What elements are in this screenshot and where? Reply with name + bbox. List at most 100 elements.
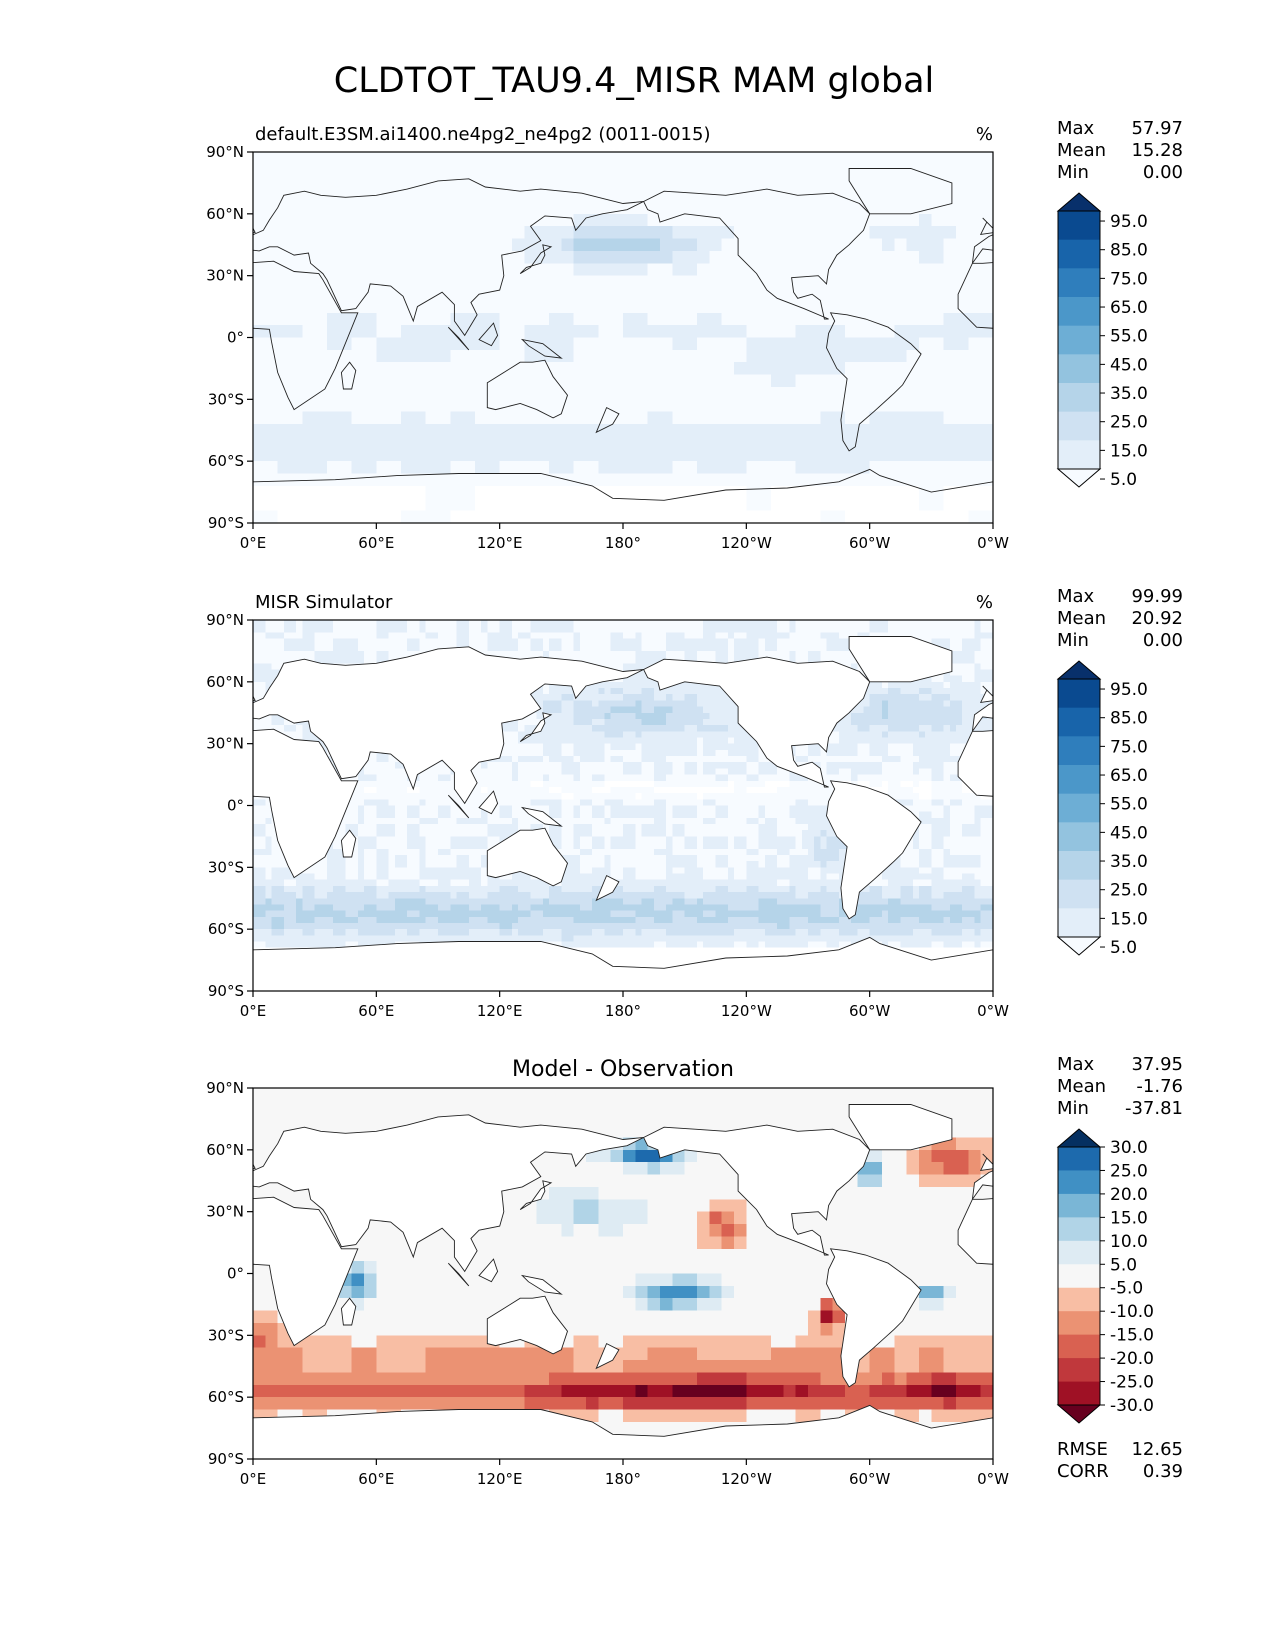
x-tick-label: 120°W: [721, 1002, 772, 1020]
colorbar-extend-bottom: [1056, 468, 1102, 488]
stat-value: 0.00: [1143, 630, 1183, 651]
colorbar-bin: [1058, 908, 1100, 938]
colorbar-label: 45.0: [1110, 823, 1148, 843]
colorbar-bin: [1058, 765, 1100, 795]
y-tick-label: 60°N: [206, 673, 244, 691]
colorbar-label: 15.0: [1110, 1208, 1148, 1228]
colorbar-frame: [1057, 210, 1101, 470]
land-outline: [595, 1342, 620, 1370]
colorbar-bin: [1058, 1147, 1100, 1171]
land-outline: [1227, 1296, 1275, 1354]
land-outline: [1219, 791, 1238, 814]
stat-value: 0.00: [1143, 162, 1183, 183]
y-tick-label: 30°S: [208, 390, 244, 408]
stat-label: Max: [1057, 118, 1095, 139]
stat-label: CORR: [1057, 1461, 1109, 1482]
land-outline: [447, 326, 470, 351]
coastlines: [253, 168, 1275, 523]
colorbar-bin: [1058, 707, 1100, 737]
y-tick-label: 60°N: [206, 1141, 244, 1159]
colorbar-label: 25.0: [1110, 413, 1148, 433]
colorbar-bin: [1058, 879, 1100, 909]
colorbar-bin: [1058, 440, 1100, 470]
land-outline: [1219, 323, 1238, 346]
colorbar-difference: 30.0 25.0 20.0 15.0 10.0 5.0 -5.0 -10.0 -15.0 -20…: [1056, 1128, 1154, 1424]
stat-value: 99.99: [1131, 586, 1183, 607]
colorbar-label: 95.0: [1110, 680, 1148, 700]
y-tick-label: 90°S: [208, 1450, 244, 1468]
colorbar-label: 85.0: [1110, 241, 1148, 261]
panel-title-test: default.E3SM.ai1400.ne4pg2_ne4pg2 (0011-…: [255, 124, 710, 145]
x-tick-label: 120°E: [477, 1002, 523, 1020]
colorbar-label: 25.0: [1110, 881, 1148, 901]
y-tick-label: 90°N: [206, 611, 244, 629]
panel-reference: MISR Simulator % 0°E 60°E 120°E 180° 120°W 60…: [206, 586, 1275, 1020]
colorbar-bin: [1058, 354, 1100, 384]
colorbar-bin: [1058, 1334, 1100, 1359]
y-tick-label: 30°N: [206, 1203, 244, 1221]
colorbar-bin: [1058, 822, 1100, 852]
colorbar-bin: [1058, 211, 1100, 241]
colorbar-label: -20.0: [1110, 1349, 1154, 1369]
colorbar-extend-top: [1056, 1128, 1102, 1148]
y-tick-label: 30°S: [208, 858, 244, 876]
colorbar-bin: [1058, 1193, 1100, 1218]
coastlines: [253, 636, 1275, 991]
colorbar-bin: [1058, 851, 1100, 881]
y-tick-label: 60°S: [208, 452, 244, 470]
panel-title-difference: Model - Observation: [512, 1057, 734, 1082]
coastlines: [253, 1104, 1275, 1459]
colorbar-label: 15.0: [1110, 441, 1148, 461]
land-outline: [826, 1248, 922, 1388]
land-outline: [520, 338, 563, 359]
colorbar-bin: [1058, 325, 1100, 355]
y-tick-label: 60°N: [206, 205, 244, 223]
x-tick-label: 0°W: [977, 1470, 1009, 1488]
x-tick-label: 60°E: [358, 1002, 394, 1020]
land-outline: [1262, 1276, 1275, 1295]
stat-value: 20.92: [1131, 608, 1183, 629]
panel-title-reference: MISR Simulator: [255, 592, 393, 613]
land-outline: [848, 636, 953, 683]
colorbar-label: 20.0: [1110, 1185, 1148, 1205]
land-outline: [447, 794, 470, 819]
y-axis-difference: 90°N 60°N 30°N 0° 30°S 60°S 90°S: [206, 1079, 253, 1468]
land-outline: [595, 874, 620, 902]
colorbar-bin: [1058, 383, 1100, 413]
y-axis-test: 90°N 60°N 30°N 0° 30°S 60°S 90°S: [206, 143, 253, 532]
colorbar-extend-bottom: [1056, 936, 1102, 956]
colorbar-bin: [1058, 793, 1100, 823]
colorbar-bin: [1058, 239, 1100, 269]
colorbar-label: 5.0: [1110, 938, 1137, 958]
colorbar-label: -10.0: [1110, 1302, 1154, 1322]
stat-value: 0.39: [1143, 1461, 1183, 1482]
y-tick-label: 90°S: [208, 514, 244, 532]
x-axis-test: 0°E 60°E 120°E 180° 120°W 60°W 0°W: [240, 523, 1009, 552]
land-outline: [971, 702, 993, 732]
stat-value: 37.95: [1131, 1054, 1183, 1075]
y-tick-label: 0°: [227, 1265, 244, 1283]
land-outline: [519, 1180, 553, 1210]
colorbar-test: 95.0 85.0 75.0 65.0 55.0 45.0 35.0 25.0 15.0 5.0: [1056, 192, 1148, 490]
x-tick-label: 120°W: [721, 1470, 772, 1488]
colorbar-label: -15.0: [1110, 1326, 1154, 1346]
land-outline: [253, 646, 644, 805]
colorbar-label: 55.0: [1110, 795, 1148, 815]
stat-label: Min: [1057, 1098, 1089, 1119]
land-outline: [1227, 360, 1275, 418]
land-outline: [1262, 808, 1275, 827]
y-tick-label: 90°N: [206, 143, 244, 161]
colorbar-label: -30.0: [1110, 1396, 1154, 1416]
colorbar-bin: [1058, 1170, 1100, 1195]
colorbar-bin: [1058, 268, 1100, 298]
stats-test: Max 57.97 Mean 15.28 Min 0.00: [1057, 118, 1183, 183]
x-tick-label: 120°E: [477, 1470, 523, 1488]
colorbar-label: -25.0: [1110, 1373, 1154, 1393]
colorbar-label: 45.0: [1110, 355, 1148, 375]
x-tick-label: 60°W: [849, 534, 891, 552]
stat-label: Min: [1057, 630, 1089, 651]
stat-label: Mean: [1057, 1076, 1106, 1097]
x-tick-label: 60°W: [849, 1470, 891, 1488]
land-outline: [486, 827, 569, 887]
colorbar-extend-top: [1056, 660, 1102, 680]
